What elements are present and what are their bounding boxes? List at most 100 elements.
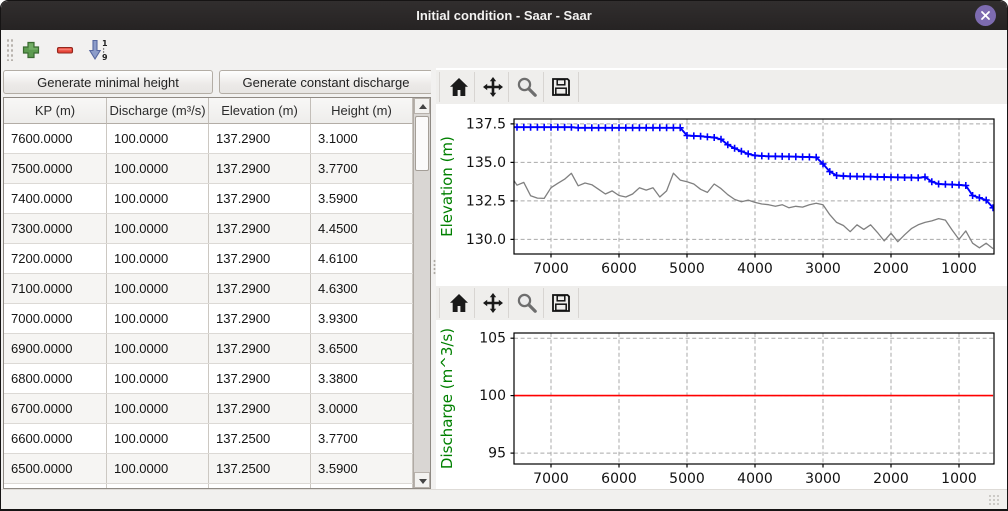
add-row-button[interactable]	[18, 36, 45, 63]
table-cell[interactable]: 137.2900	[209, 304, 311, 333]
pan-icon	[483, 77, 503, 97]
table-cell[interactable]: 137.2900	[209, 154, 311, 183]
save-button[interactable]	[548, 290, 574, 316]
table-cell[interactable]: 3.9300	[311, 304, 413, 333]
table-row[interactable]: 7500.0000 100.0000 137.2900 3.7700	[4, 154, 413, 184]
table-row[interactable]: 7100.0000 100.0000 137.2900 4.6300	[4, 274, 413, 304]
resize-grip-icon[interactable]	[988, 494, 1000, 506]
svg-text:1000: 1000	[941, 471, 977, 487]
table-scrollbar[interactable]	[413, 98, 430, 488]
table-row[interactable]: 6900.0000 100.0000 137.2900 3.6500	[4, 334, 413, 364]
table-cell[interactable]: 6600.0000	[4, 424, 107, 453]
table-cell[interactable]: 100.0000	[107, 424, 209, 453]
table-cell[interactable]: 7600.0000	[4, 124, 107, 153]
table-cell[interactable]: 3.7700	[311, 424, 413, 453]
table-cell[interactable]: 137.2900	[209, 274, 311, 303]
table-cell[interactable]: 137.2900	[209, 124, 311, 153]
pane-splitter[interactable]	[431, 68, 438, 488]
zoom-button[interactable]	[514, 290, 540, 316]
table-cell[interactable]: 137.2900	[209, 184, 311, 213]
table-cell[interactable]: 6700.0000	[4, 394, 107, 423]
scrollbar-thumb[interactable]	[415, 116, 429, 171]
table-cell[interactable]: 137.2900	[209, 394, 311, 423]
table-cell[interactable]: 137.2900	[209, 244, 311, 273]
table-cell[interactable]: 7100.0000	[4, 274, 107, 303]
scroll-down-button[interactable]	[414, 472, 430, 488]
table-cell[interactable]: 100.0000	[107, 274, 209, 303]
table-row[interactable]: 6700.0000 100.0000 137.2900 3.0000	[4, 394, 413, 424]
home-button[interactable]	[446, 74, 472, 100]
table-row[interactable]: 7300.0000 100.0000 137.2900 4.4500	[4, 214, 413, 244]
svg-text:9: 9	[102, 53, 108, 62]
table-cell[interactable]: 100.0000	[107, 184, 209, 213]
save-button[interactable]	[548, 74, 574, 100]
table-row[interactable]: 6600.0000 100.0000 137.2500 3.7700	[4, 424, 413, 454]
pan-button[interactable]	[480, 74, 506, 100]
table-cell[interactable]: 3.1000	[311, 124, 413, 153]
table-cell[interactable]	[209, 484, 311, 488]
table-cell[interactable]: 7000.0000	[4, 304, 107, 333]
table-cell[interactable]: 3.5900	[311, 184, 413, 213]
table-row[interactable]: 6800.0000 100.0000 137.2900 3.3800	[4, 364, 413, 394]
scroll-up-button[interactable]	[414, 98, 430, 114]
table-cell[interactable]: 3.5900	[311, 454, 413, 483]
table-cell[interactable]: 100.0000	[107, 394, 209, 423]
table-cell[interactable]: 3.7700	[311, 154, 413, 183]
table-cell[interactable]: 3.3800	[311, 364, 413, 393]
table-cell[interactable]: 100.0000	[107, 214, 209, 243]
table-cell[interactable]: 137.2900	[209, 214, 311, 243]
column-header[interactable]: Height (m)	[311, 98, 413, 124]
table-cell[interactable]: 100.0000	[107, 124, 209, 153]
zoom-button[interactable]	[514, 74, 540, 100]
sort-ascending-button[interactable]: 1 9	[84, 36, 111, 63]
table-cell[interactable]: 137.2500	[209, 454, 311, 483]
table-cell[interactable]: 100.0000	[107, 154, 209, 183]
table-cell[interactable]: 6800.0000	[4, 364, 107, 393]
home-button[interactable]	[446, 290, 472, 316]
table-cell[interactable]: 100.0000	[107, 364, 209, 393]
table-cell[interactable]: 4.6300	[311, 274, 413, 303]
table-cell[interactable]: 100.0000	[107, 244, 209, 273]
table-cell[interactable]	[311, 484, 413, 488]
table-cell[interactable]	[107, 484, 209, 488]
table-row[interactable]: 7400.0000 100.0000 137.2900 3.5900	[4, 184, 413, 214]
table-cell[interactable]: 100.0000	[107, 454, 209, 483]
table-cell[interactable]: 7200.0000	[4, 244, 107, 273]
table-cell[interactable]: 7300.0000	[4, 214, 107, 243]
table-cell[interactable]: 137.2500	[209, 424, 311, 453]
titlebar[interactable]: Initial condition - Saar - Saar	[1, 1, 1007, 30]
table-row[interactable]	[4, 484, 413, 488]
table-cell[interactable]: 100.0000	[107, 334, 209, 363]
table-cell[interactable]: 4.6100	[311, 244, 413, 273]
table-cell[interactable]: 3.0000	[311, 394, 413, 423]
table-row[interactable]: 7200.0000 100.0000 137.2900 4.6100	[4, 244, 413, 274]
column-header[interactable]: Elevation (m)	[209, 98, 311, 124]
remove-row-button[interactable]	[52, 36, 79, 63]
elevation-chart: 7000 6000 5000 4000 3000 2000 1000 137.5 135.0 13…	[438, 116, 995, 277]
toolbar-drag-handle[interactable]	[6, 38, 14, 61]
zoom-icon	[517, 77, 537, 97]
pan-button[interactable]	[480, 290, 506, 316]
table-row[interactable]: 6500.0000 100.0000 137.2500 3.5900	[4, 454, 413, 484]
close-button[interactable]	[975, 5, 996, 26]
table-cell[interactable]: 137.2900	[209, 364, 311, 393]
table-cell[interactable]: 3.6500	[311, 334, 413, 363]
table-cell[interactable]: 100.0000	[107, 304, 209, 333]
table-cell[interactable]: 6900.0000	[4, 334, 107, 363]
table-row[interactable]: 7000.0000 100.0000 137.2900 3.9300	[4, 304, 413, 334]
table-row[interactable]: 7600.0000 100.0000 137.2900 3.1000	[4, 124, 413, 154]
column-header[interactable]: KP (m)	[4, 98, 107, 124]
table-cell[interactable]: 7400.0000	[4, 184, 107, 213]
zoom-icon	[517, 293, 537, 313]
table-cell[interactable]: 4.4500	[311, 214, 413, 243]
table-cell[interactable]: 7500.0000	[4, 154, 107, 183]
table-cell[interactable]: 137.2900	[209, 334, 311, 363]
svg-text:137.5: 137.5	[466, 116, 506, 132]
home-icon	[450, 78, 468, 96]
generate-minimal-height-button[interactable]: Generate minimal height	[3, 70, 213, 94]
table-cell[interactable]	[4, 484, 107, 488]
table-cell[interactable]: 6500.0000	[4, 454, 107, 483]
column-header[interactable]: Discharge (m³/s)	[107, 98, 209, 124]
generate-constant-discharge-button[interactable]: Generate constant discharge	[219, 70, 433, 94]
